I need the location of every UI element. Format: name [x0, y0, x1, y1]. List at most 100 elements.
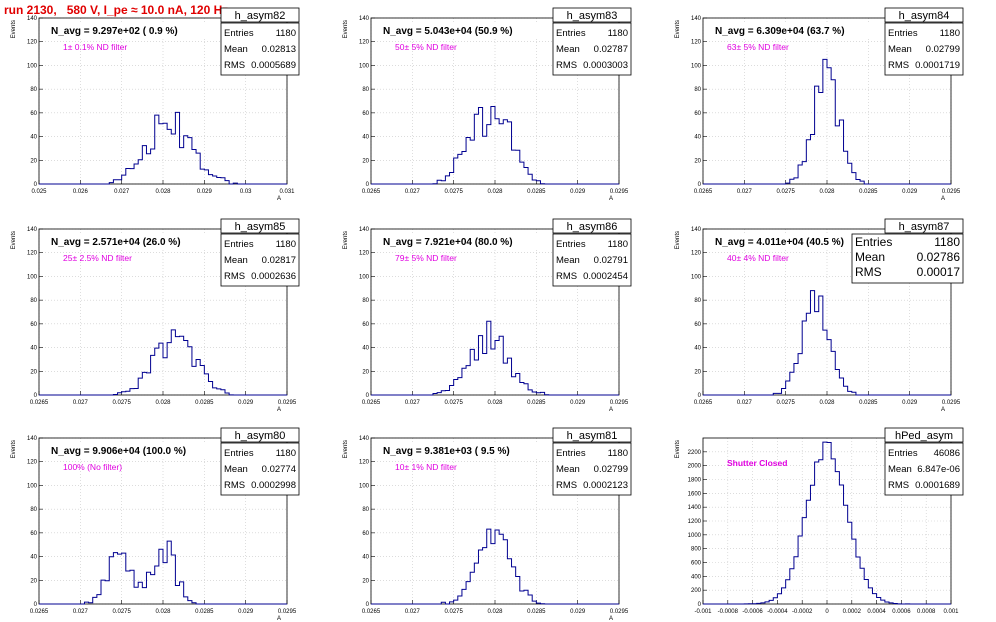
- x-tick-label: 0.0285: [859, 189, 878, 195]
- stat-value: 0.02791: [594, 255, 628, 266]
- y-tick-label: 140: [27, 227, 38, 233]
- y-tick-label: 100: [359, 483, 370, 489]
- panel-heading: N_avg = 9.381e+03 ( 9.5 %): [383, 446, 510, 457]
- y-axis-label: Events: [675, 440, 681, 458]
- y-tick-label: 0: [698, 602, 702, 608]
- y-tick-label: 100: [27, 483, 38, 489]
- x-tick-label: 0.028: [487, 189, 503, 195]
- stat-value: 0.00017: [917, 265, 961, 279]
- stat-label: RMS: [556, 271, 577, 282]
- y-tick-label: 60: [694, 111, 701, 117]
- y-tick-label: 800: [691, 547, 702, 553]
- stat-value: 1180: [276, 448, 296, 459]
- heading-bg: [47, 444, 217, 458]
- filter-note: Shutter Closed: [727, 458, 787, 468]
- panel-heading: N_avg = 2.571e+04 (26.0 %): [51, 237, 181, 248]
- stat-value: 1180: [276, 28, 296, 39]
- filter-note: 1± 0.1% ND filter: [63, 42, 127, 52]
- stat-label: RMS: [224, 271, 245, 282]
- y-axis-label: Events: [343, 231, 349, 249]
- histogram-name-box: [884, 427, 964, 443]
- y-tick-label: 140: [27, 16, 38, 22]
- stat-label: RMS: [888, 60, 909, 71]
- x-tick-label: 0.029: [570, 609, 586, 615]
- x-tick-label: -0.0004: [767, 609, 788, 615]
- stat-value: 0.0002998: [251, 480, 296, 491]
- stat-label: Mean: [556, 255, 580, 266]
- x-tick-label: 0.0265: [30, 400, 49, 406]
- x-axis-label: A: [609, 616, 613, 622]
- histogram-panel-h_asym85: 0.0265 0.027 0.0275 0.028 0.0285 0.029 0.0295 0…: [11, 218, 300, 413]
- stat-value: 0.0002123: [583, 480, 628, 491]
- stat-value: 0.02813: [262, 44, 296, 55]
- stats-box: [884, 22, 964, 76]
- x-tick-label: 0.0008: [917, 609, 936, 615]
- histogram-panel-h_asym86: 0.0265 0.027 0.0275 0.028 0.0285 0.029 0.0295 0…: [343, 218, 632, 413]
- x-tick-label: 0.027: [737, 189, 753, 195]
- stat-value: 0.0002454: [583, 271, 628, 282]
- histogram-line: [39, 540, 287, 605]
- x-tick-label: 0.0265: [362, 609, 381, 615]
- x-axis-label: A: [609, 407, 613, 413]
- histogram-name: h_asym80: [235, 430, 286, 442]
- y-tick-label: 0: [366, 182, 370, 188]
- heading-bg: [379, 24, 549, 38]
- stats-box: [552, 442, 632, 496]
- y-tick-label: 140: [691, 227, 702, 233]
- y-tick-label: 100: [691, 274, 702, 280]
- y-tick-label: 120: [691, 40, 702, 46]
- x-tick-label: 0.031: [279, 189, 295, 195]
- heading-bg: [379, 235, 549, 249]
- stat-label: RMS: [224, 480, 245, 491]
- stats-box: [220, 22, 300, 76]
- y-tick-label: 80: [694, 298, 701, 304]
- x-tick-label: 0.028: [487, 609, 503, 615]
- stat-value: 0.0002636: [251, 271, 296, 282]
- stat-label: RMS: [855, 265, 882, 279]
- heading-bg: [711, 24, 881, 38]
- x-tick-label: -0.0006: [742, 609, 763, 615]
- stat-label: Entries: [224, 28, 254, 39]
- x-tick-label: 0.029: [902, 189, 918, 195]
- y-tick-label: 400: [691, 574, 702, 580]
- y-axis-label: Events: [343, 20, 349, 38]
- x-tick-label: -0.001: [694, 609, 712, 615]
- x-tick-label: 0.027: [73, 609, 89, 615]
- y-tick-label: 60: [30, 531, 37, 537]
- stat-label: Mean: [556, 464, 580, 475]
- y-tick-label: 140: [27, 436, 38, 442]
- panel-heading: N_avg = 7.921e+04 (80.0 %): [383, 237, 513, 248]
- y-tick-label: 2000: [688, 464, 702, 470]
- x-tick-label: -0.0008: [718, 609, 739, 615]
- filter-note: 63± 5% ND filter: [727, 42, 789, 52]
- x-tick-label: 0.0295: [942, 400, 961, 406]
- stat-label: Mean: [888, 44, 912, 55]
- histogram-panel-h_asym84: 0.0265 0.027 0.0275 0.028 0.0285 0.029 0.0295 0…: [675, 7, 964, 202]
- histogram-line: [703, 290, 951, 396]
- y-tick-label: 120: [691, 251, 702, 257]
- x-tick-label: 0.0295: [278, 400, 297, 406]
- y-tick-label: 0: [34, 602, 38, 608]
- y-tick-label: 0: [34, 182, 38, 188]
- filter-note: 25± 2.5% ND filter: [63, 253, 132, 263]
- x-tick-label: 0.0265: [694, 400, 713, 406]
- stat-label: Mean: [224, 464, 248, 475]
- y-tick-label: 80: [30, 507, 37, 513]
- histogram-name: h_asym85: [235, 221, 286, 233]
- stat-label: Mean: [888, 464, 912, 475]
- x-tick-label: 0.0275: [444, 400, 463, 406]
- x-tick-label: 0.028: [155, 189, 171, 195]
- y-tick-label: 40: [362, 346, 369, 352]
- stat-value: 0.0001719: [915, 60, 960, 71]
- histogram-line: [39, 111, 287, 185]
- stat-value: 0.0003003: [583, 60, 628, 71]
- y-tick-label: 120: [359, 460, 370, 466]
- stat-label: RMS: [556, 60, 577, 71]
- y-tick-label: 40: [694, 346, 701, 352]
- y-tick-label: 40: [694, 135, 701, 141]
- y-tick-label: 140: [691, 16, 702, 22]
- stat-label: Entries: [224, 448, 254, 459]
- x-tick-label: 0.025: [31, 189, 47, 195]
- x-axis-label: A: [277, 616, 281, 622]
- stat-value: 0.0005689: [251, 60, 296, 71]
